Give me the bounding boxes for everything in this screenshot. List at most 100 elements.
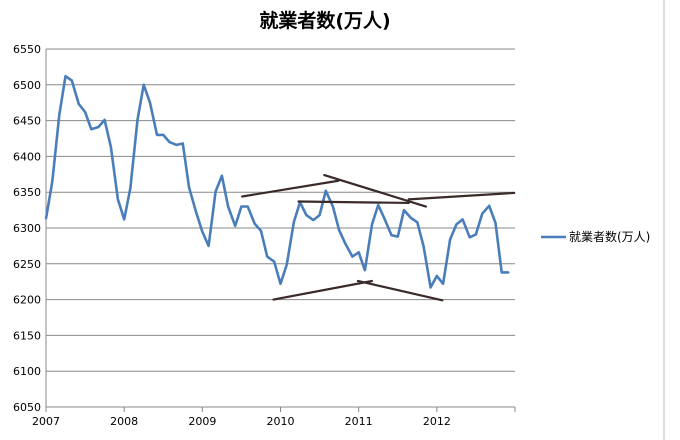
data-point — [396, 235, 399, 238]
series-group — [44, 74, 510, 289]
y-tick-label: 6400 — [13, 150, 41, 163]
data-point — [371, 223, 373, 226]
x-axis-tick-labels: 2007 2008 2009 2010 2011 2012 — [32, 415, 451, 428]
data-point — [142, 83, 145, 86]
trendline-0 — [241, 179, 340, 198]
data-point — [390, 234, 393, 237]
data-point — [129, 187, 132, 189]
data-point — [188, 186, 190, 189]
data-point — [500, 271, 503, 274]
data-point — [403, 209, 405, 212]
data-point — [136, 118, 139, 121]
x-tick-label: 2009 — [188, 415, 216, 428]
y-tick-label: 6150 — [13, 329, 41, 342]
y-axis-tick-labels: 6050 6100 6150 6200 6250 6300 6350 6400 6450 6500… — [13, 43, 41, 414]
y-tick-label: 6100 — [13, 365, 41, 378]
data-point — [377, 204, 380, 206]
data-point — [422, 245, 425, 247]
data-point — [318, 214, 321, 217]
trendline-1 — [323, 173, 427, 208]
y-tick-label: 6500 — [13, 79, 41, 92]
data-point — [292, 221, 295, 224]
data-point — [416, 221, 419, 224]
y-tick-label: 6450 — [13, 115, 41, 128]
data-point — [435, 275, 438, 277]
data-point — [45, 217, 47, 220]
y-tick-label: 6550 — [13, 43, 41, 56]
y-tick-label: 6200 — [13, 294, 41, 307]
axes — [45, 49, 516, 412]
data-point — [168, 141, 171, 143]
x-tick-label: 2010 — [267, 415, 295, 428]
x-tick-label: 2007 — [32, 415, 60, 428]
data-point — [305, 214, 308, 217]
data-point — [357, 251, 360, 254]
data-point — [344, 242, 347, 245]
data-point — [109, 146, 112, 148]
data-point — [156, 134, 158, 136]
data-point — [449, 238, 452, 241]
trendline-4 — [272, 279, 374, 301]
data-point — [461, 218, 464, 221]
trendline-annotations — [241, 173, 516, 302]
trendline-2 — [297, 200, 410, 205]
y-tick-label: 6250 — [13, 258, 41, 271]
data-point — [488, 204, 491, 207]
data-point — [364, 269, 366, 272]
data-point — [324, 189, 327, 192]
data-point — [117, 198, 119, 201]
data-point — [207, 245, 210, 247]
data-point — [240, 205, 243, 208]
data-point — [410, 217, 412, 219]
series-line-0 — [44, 74, 509, 289]
data-point — [103, 118, 106, 121]
data-point — [123, 218, 126, 221]
data-point — [312, 219, 315, 222]
data-point — [351, 255, 354, 258]
grid-lines — [46, 48, 515, 372]
data-point — [468, 236, 471, 239]
data-point — [64, 75, 67, 78]
data-point — [195, 211, 197, 214]
y-tick-label: 6350 — [13, 186, 41, 199]
x-tick-label: 2011 — [345, 415, 373, 428]
data-point — [220, 174, 223, 177]
trendline-3 — [407, 191, 516, 201]
data-point — [285, 263, 288, 266]
y-tick-label: 6050 — [13, 401, 41, 414]
legend: 就業者数(万人) — [541, 229, 650, 244]
data-point — [279, 282, 282, 285]
data-point — [338, 229, 341, 232]
data-point — [429, 286, 432, 289]
data-point — [51, 180, 54, 183]
data-point — [383, 217, 386, 220]
data-point — [442, 282, 444, 285]
data-point — [162, 134, 165, 136]
data-point — [260, 229, 262, 232]
data-point — [181, 142, 184, 145]
data-point — [331, 205, 334, 208]
data-point — [266, 255, 269, 258]
data-point — [273, 260, 276, 263]
data-point — [97, 126, 100, 128]
data-point — [214, 190, 217, 193]
data-point — [494, 222, 497, 224]
data-point — [149, 101, 151, 104]
data-point — [481, 212, 484, 215]
data-point — [246, 205, 249, 208]
data-point — [90, 128, 93, 131]
data-point — [475, 233, 477, 236]
legend-label: 就業者数(万人) — [569, 229, 650, 244]
data-point — [455, 223, 458, 226]
data-point — [70, 79, 73, 82]
trendline-5 — [356, 279, 444, 302]
data-point — [234, 224, 237, 227]
data-point — [201, 230, 204, 233]
data-point — [507, 271, 510, 274]
x-tick-label: 2012 — [423, 415, 451, 428]
chart-title: 就業者数(万人) — [259, 9, 390, 32]
data-point — [77, 103, 80, 106]
y-tick-label: 6300 — [13, 222, 41, 235]
